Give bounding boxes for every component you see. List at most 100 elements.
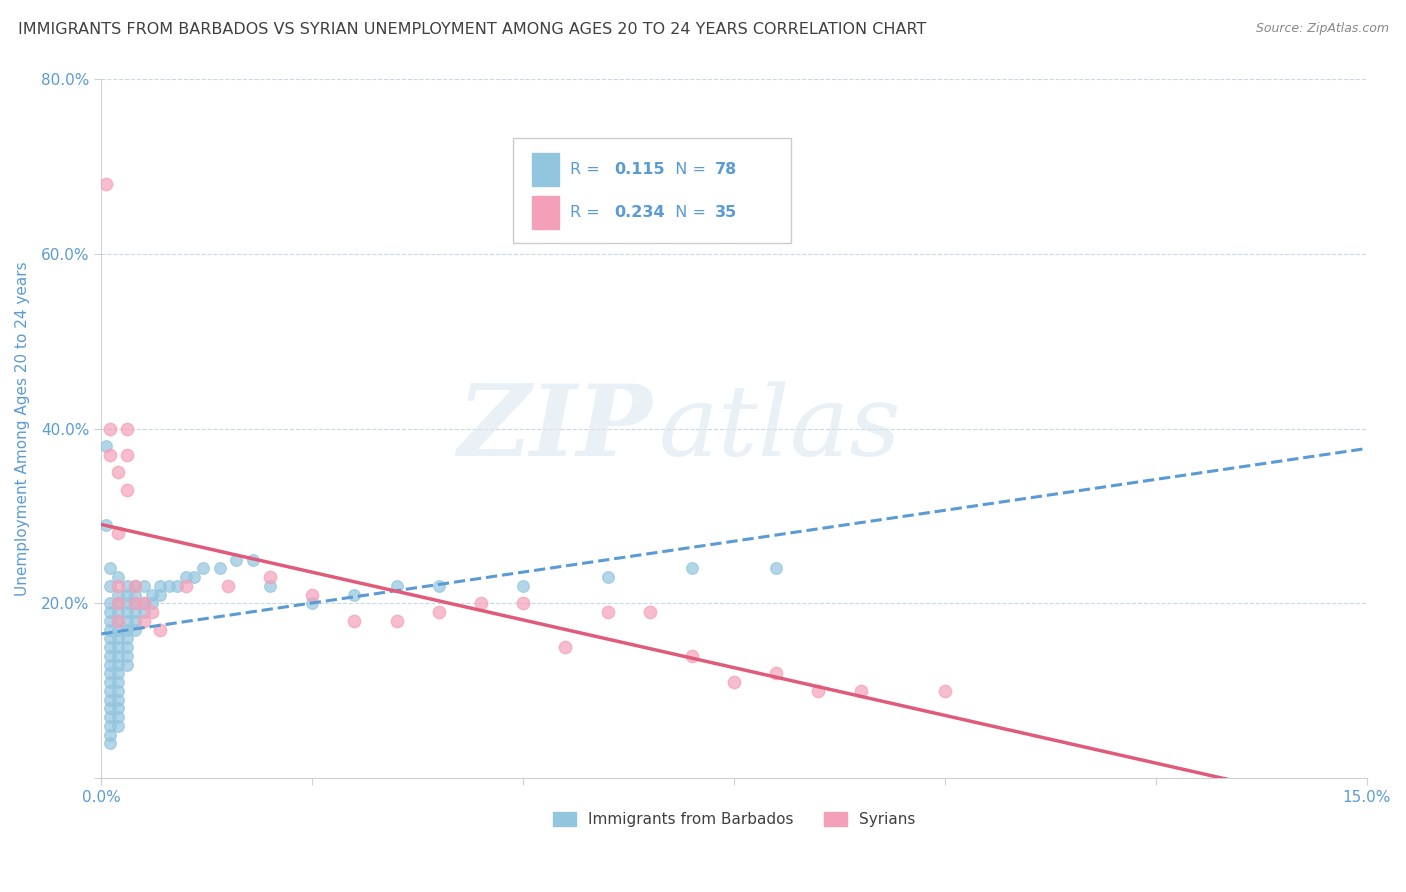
Text: 78: 78 — [716, 161, 737, 177]
Point — [98, 683, 121, 698]
Point — [94, 177, 117, 191]
Point — [107, 710, 129, 724]
Point — [115, 483, 138, 497]
Point — [259, 570, 281, 584]
Point — [554, 640, 576, 654]
Point — [98, 614, 121, 628]
Point — [225, 552, 247, 566]
Point — [132, 579, 155, 593]
Point — [98, 605, 121, 619]
Point — [132, 596, 155, 610]
Text: 0.234: 0.234 — [614, 205, 665, 220]
Point — [115, 448, 138, 462]
Point — [115, 421, 138, 435]
Y-axis label: Unemployment Among Ages 20 to 24 years: Unemployment Among Ages 20 to 24 years — [15, 261, 30, 596]
Point — [124, 596, 146, 610]
Point — [385, 579, 408, 593]
Point — [124, 588, 146, 602]
Point — [512, 579, 534, 593]
Point — [124, 579, 146, 593]
Point — [107, 666, 129, 681]
Point — [98, 561, 121, 575]
Point — [107, 648, 129, 663]
Point — [638, 605, 661, 619]
Point — [98, 701, 121, 715]
Point — [427, 579, 450, 593]
Point — [470, 596, 492, 610]
Point — [107, 526, 129, 541]
Text: ZIP: ZIP — [457, 380, 652, 477]
Point — [107, 640, 129, 654]
Point — [174, 570, 197, 584]
Point — [107, 570, 129, 584]
Point — [849, 683, 872, 698]
Point — [242, 552, 264, 566]
Point — [107, 588, 129, 602]
Point — [107, 719, 129, 733]
Point — [132, 596, 155, 610]
Point — [723, 675, 745, 690]
Point — [98, 648, 121, 663]
FancyBboxPatch shape — [513, 138, 792, 244]
Point — [132, 614, 155, 628]
Text: 0.115: 0.115 — [614, 161, 665, 177]
Point — [107, 692, 129, 706]
Point — [765, 561, 787, 575]
Point — [98, 448, 121, 462]
Point — [94, 517, 117, 532]
Text: atlas: atlas — [658, 381, 901, 476]
Point — [115, 657, 138, 672]
Text: R =: R = — [569, 161, 605, 177]
Point — [115, 623, 138, 637]
FancyBboxPatch shape — [531, 195, 560, 229]
Point — [107, 657, 129, 672]
Point — [107, 465, 129, 479]
Point — [596, 605, 619, 619]
Point — [217, 579, 239, 593]
Text: R =: R = — [569, 205, 605, 220]
Point — [141, 588, 163, 602]
Point — [98, 632, 121, 646]
Point — [98, 666, 121, 681]
Point — [934, 683, 956, 698]
Text: N =: N = — [665, 161, 710, 177]
Point — [107, 605, 129, 619]
Point — [124, 596, 146, 610]
Point — [115, 588, 138, 602]
Point — [115, 596, 138, 610]
Point — [98, 579, 121, 593]
Point — [124, 579, 146, 593]
Point — [98, 736, 121, 750]
Point — [98, 675, 121, 690]
Point — [183, 570, 205, 584]
Point — [98, 692, 121, 706]
Point — [98, 719, 121, 733]
Point — [107, 623, 129, 637]
Point — [98, 710, 121, 724]
Point — [107, 675, 129, 690]
Point — [343, 588, 366, 602]
Point — [596, 570, 619, 584]
Point — [98, 657, 121, 672]
Point — [94, 439, 117, 453]
Point — [166, 579, 188, 593]
Point — [301, 596, 323, 610]
Text: 35: 35 — [716, 205, 737, 220]
Point — [107, 596, 129, 610]
Point — [107, 701, 129, 715]
Point — [107, 632, 129, 646]
Point — [98, 640, 121, 654]
Point — [191, 561, 214, 575]
Point — [385, 614, 408, 628]
Point — [765, 666, 787, 681]
Text: IMMIGRANTS FROM BARBADOS VS SYRIAN UNEMPLOYMENT AMONG AGES 20 TO 24 YEARS CORREL: IMMIGRANTS FROM BARBADOS VS SYRIAN UNEMP… — [18, 22, 927, 37]
Point — [98, 421, 121, 435]
Text: N =: N = — [665, 205, 710, 220]
Point — [115, 579, 138, 593]
Legend: Immigrants from Barbados, Syrians: Immigrants from Barbados, Syrians — [547, 806, 921, 833]
Point — [115, 632, 138, 646]
Point — [107, 579, 129, 593]
Point — [124, 623, 146, 637]
Point — [343, 614, 366, 628]
Point — [681, 561, 703, 575]
